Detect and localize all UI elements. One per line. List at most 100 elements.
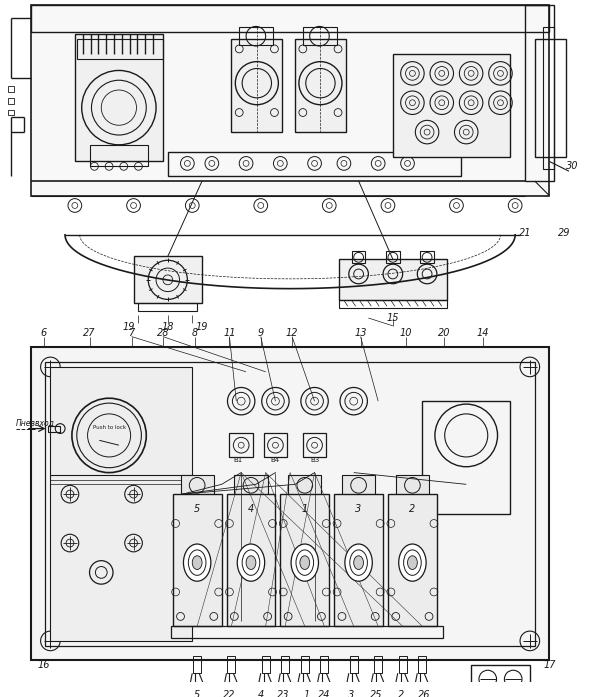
Ellipse shape xyxy=(404,550,421,575)
Bar xyxy=(339,259,447,300)
Text: 16: 16 xyxy=(37,660,50,671)
Bar xyxy=(227,494,276,626)
Text: 4: 4 xyxy=(258,690,264,697)
Bar xyxy=(45,362,535,646)
Ellipse shape xyxy=(408,556,417,569)
Text: Пневвход: Пневвход xyxy=(16,419,55,428)
Text: 27: 27 xyxy=(83,328,96,337)
Text: 3: 3 xyxy=(348,690,354,697)
Text: 19: 19 xyxy=(122,322,135,332)
Bar xyxy=(264,434,287,457)
Text: 20: 20 xyxy=(437,328,450,337)
Text: 28: 28 xyxy=(157,328,169,337)
Ellipse shape xyxy=(237,544,265,581)
Ellipse shape xyxy=(354,556,363,569)
Bar xyxy=(393,54,510,157)
Text: 6: 6 xyxy=(40,328,47,337)
Bar xyxy=(399,656,407,673)
Bar xyxy=(31,5,549,32)
Bar xyxy=(334,494,383,626)
Bar xyxy=(31,5,549,196)
Bar xyxy=(420,252,434,263)
Bar xyxy=(525,5,554,181)
Text: 11: 11 xyxy=(223,328,235,337)
Text: B4: B4 xyxy=(271,457,280,463)
Text: 5: 5 xyxy=(194,504,200,514)
Bar xyxy=(139,303,197,311)
Bar xyxy=(350,656,358,673)
Text: 1: 1 xyxy=(301,504,308,514)
Ellipse shape xyxy=(246,556,256,569)
Text: 13: 13 xyxy=(355,328,367,337)
Bar xyxy=(75,34,163,162)
Ellipse shape xyxy=(399,544,426,581)
Bar xyxy=(386,252,399,263)
Bar xyxy=(262,656,270,673)
Bar xyxy=(234,475,268,496)
Bar xyxy=(342,475,375,496)
Bar xyxy=(239,27,274,45)
Ellipse shape xyxy=(192,556,202,569)
Bar xyxy=(352,252,365,263)
Ellipse shape xyxy=(183,544,211,581)
Text: 5: 5 xyxy=(194,690,200,697)
Text: 17: 17 xyxy=(543,660,556,671)
Bar xyxy=(133,256,202,303)
Bar xyxy=(543,27,554,169)
Ellipse shape xyxy=(300,556,310,569)
Text: 10: 10 xyxy=(399,328,412,337)
Text: 4: 4 xyxy=(248,504,254,514)
Text: 14: 14 xyxy=(477,328,489,337)
Bar xyxy=(396,475,429,496)
Bar xyxy=(228,656,235,673)
Bar xyxy=(303,434,326,457)
Text: 18: 18 xyxy=(162,322,174,332)
Text: 19: 19 xyxy=(196,322,208,332)
Bar xyxy=(418,656,426,673)
Bar xyxy=(168,152,461,176)
Bar xyxy=(288,475,322,496)
Bar xyxy=(230,434,253,457)
Text: 12: 12 xyxy=(286,328,299,337)
Text: 22: 22 xyxy=(223,690,235,697)
Text: 2: 2 xyxy=(398,690,404,697)
Text: 8: 8 xyxy=(192,328,198,337)
Bar xyxy=(181,475,214,496)
Bar xyxy=(320,656,328,673)
Text: 15: 15 xyxy=(386,313,399,323)
Bar xyxy=(374,656,382,673)
Bar xyxy=(388,494,437,626)
Text: 2: 2 xyxy=(409,504,415,514)
Ellipse shape xyxy=(296,550,314,575)
Bar xyxy=(471,666,530,693)
Text: 9: 9 xyxy=(258,328,264,337)
Text: 3: 3 xyxy=(356,504,362,514)
Bar xyxy=(77,39,163,59)
Bar xyxy=(535,39,566,157)
Bar xyxy=(194,656,201,673)
Bar xyxy=(281,656,289,673)
Bar xyxy=(295,39,346,132)
Bar xyxy=(173,494,222,626)
Text: 23: 23 xyxy=(277,690,290,697)
Text: 21: 21 xyxy=(519,228,531,238)
Bar xyxy=(31,347,549,661)
Bar xyxy=(8,86,14,92)
Bar xyxy=(8,98,14,104)
Ellipse shape xyxy=(242,550,260,575)
Text: 29: 29 xyxy=(558,228,571,238)
Bar xyxy=(422,401,510,514)
Bar xyxy=(301,656,309,673)
Text: B1: B1 xyxy=(234,457,243,463)
Bar xyxy=(50,367,192,641)
Bar xyxy=(280,494,329,626)
Bar xyxy=(48,426,60,431)
Text: Push to lock: Push to lock xyxy=(93,425,126,430)
Text: 24: 24 xyxy=(318,690,330,697)
Bar xyxy=(339,300,447,308)
Ellipse shape xyxy=(345,544,372,581)
Ellipse shape xyxy=(188,550,206,575)
Bar xyxy=(171,626,442,638)
Bar xyxy=(231,39,282,132)
Text: 30: 30 xyxy=(566,161,578,171)
